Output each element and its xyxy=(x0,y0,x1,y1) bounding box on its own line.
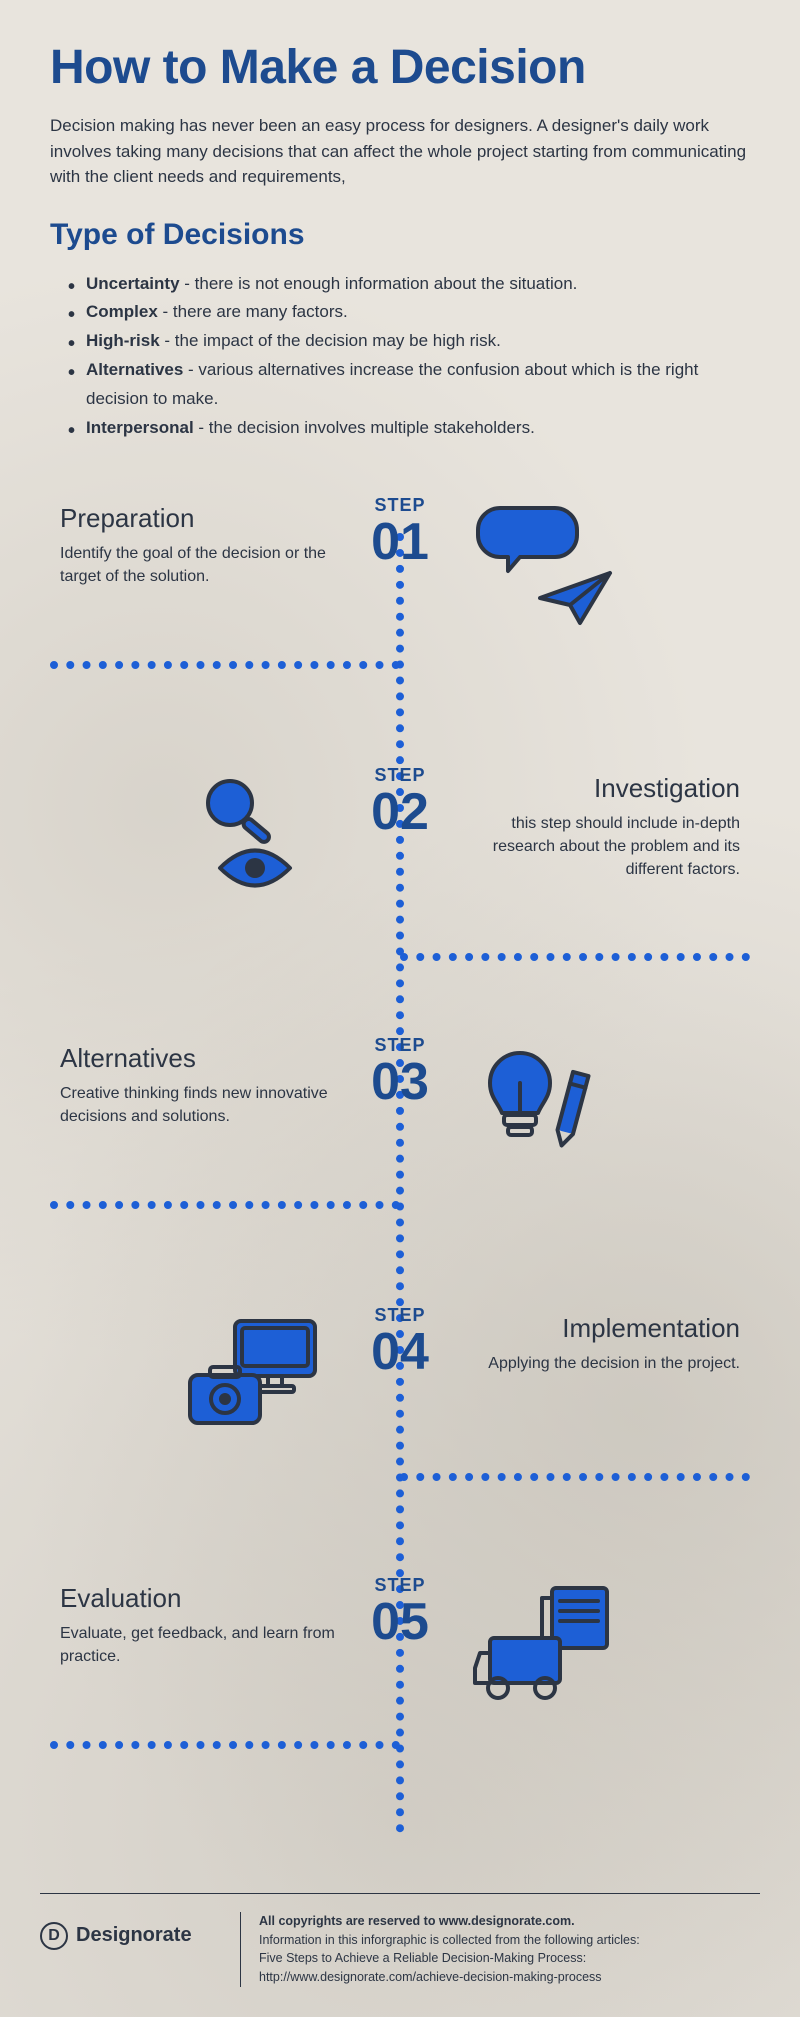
type-term: Complex xyxy=(86,302,158,321)
list-item: High-risk - the impact of the decision m… xyxy=(68,327,750,356)
branch-line xyxy=(50,1201,400,1209)
type-term: Interpersonal xyxy=(86,418,194,437)
intro-text: Decision making has never been an easy p… xyxy=(50,113,750,190)
step-icon-wrap xyxy=(50,1293,400,1463)
step-03: STEP 03 Alternatives Creative thinking f… xyxy=(50,1023,750,1293)
branch-line xyxy=(400,953,750,961)
step-text: Alternatives Creative thinking finds new… xyxy=(50,1023,400,1148)
type-desc: - there are many factors. xyxy=(158,302,348,321)
step-04: STEP 04 Implementation xyxy=(50,1293,750,1563)
list-item: Complex - there are many factors. xyxy=(68,298,750,327)
timeline: STEP 01 Preparation Identify the goal of… xyxy=(50,473,750,1873)
magnifier-eye-icon xyxy=(180,773,330,903)
list-item: Uncertainty - there is not enough inform… xyxy=(68,270,750,299)
list-item: Alternatives - various alternatives incr… xyxy=(68,356,750,414)
step-icon-wrap xyxy=(400,483,750,653)
copyright-line: All copyrights are reserved to www.desig… xyxy=(259,1912,640,1931)
step-title: Investigation xyxy=(450,773,740,804)
credits: All copyrights are reserved to www.desig… xyxy=(240,1912,640,1987)
step-text: Preparation Identify the goal of the dec… xyxy=(50,483,400,608)
type-term: Alternatives xyxy=(86,360,183,379)
step-desc: Identify the goal of the decision or the… xyxy=(60,542,350,588)
footer: D Designorate All copyrights are reserve… xyxy=(40,1893,760,2017)
step-05: STEP 05 Evaluation Evaluate, get feedbac… xyxy=(50,1563,750,1833)
type-term: Uncertainty xyxy=(86,274,180,293)
step-desc: Evaluate, get feedback, and learn from p… xyxy=(60,1622,350,1668)
step-title: Alternatives xyxy=(60,1043,350,1074)
page-title: How to Make a Decision xyxy=(50,40,750,95)
step-desc: Applying the decision in the project. xyxy=(450,1352,740,1375)
step-title: Preparation xyxy=(60,503,350,534)
step-text: Investigation this step should include i… xyxy=(400,753,750,902)
monitor-camera-icon xyxy=(180,1313,330,1443)
list-item: Interpersonal - the decision involves mu… xyxy=(68,414,750,443)
type-term: High-risk xyxy=(86,331,160,350)
step-01: STEP 01 Preparation Identify the goal of… xyxy=(50,483,750,753)
step-desc: Creative thinking finds new innovative d… xyxy=(60,1082,350,1128)
type-desc: - the impact of the decision may be high… xyxy=(160,331,501,350)
branch-line xyxy=(50,1741,400,1749)
step-text: Evaluation Evaluate, get feedback, and l… xyxy=(50,1563,400,1688)
type-desc: - there is not enough information about … xyxy=(180,274,578,293)
step-02: STEP 02 Investigation this step should i… xyxy=(50,753,750,1023)
credits-line: Information in this inforgraphic is coll… xyxy=(259,1931,640,1950)
brand-badge-icon: D xyxy=(40,1922,68,1950)
step-title: Implementation xyxy=(450,1313,740,1344)
types-heading: Type of Decisions xyxy=(50,218,750,252)
speech-plane-icon xyxy=(470,503,620,633)
step-icon-wrap xyxy=(50,753,400,923)
type-desc: - the decision involves multiple stakeho… xyxy=(194,418,535,437)
branch-line xyxy=(400,1473,750,1481)
step-desc: this step should include in-depth resear… xyxy=(450,812,740,882)
branch-line xyxy=(50,661,400,669)
credits-line: Five Steps to Achieve a Reliable Decisio… xyxy=(259,1949,640,1968)
brand-name: Designorate xyxy=(76,1924,192,1947)
step-text: Implementation Applying the decision in … xyxy=(400,1293,750,1395)
step-icon-wrap xyxy=(400,1563,750,1733)
brand: D Designorate xyxy=(40,1912,220,1950)
credits-url: http://www.designorate.com/achieve-decis… xyxy=(259,1968,640,1987)
step-title: Evaluation xyxy=(60,1583,350,1614)
types-list: Uncertainty - there is not enough inform… xyxy=(50,270,750,443)
truck-doc-icon xyxy=(470,1583,620,1713)
bulb-pencil-icon xyxy=(470,1043,620,1173)
step-icon-wrap xyxy=(400,1023,750,1193)
